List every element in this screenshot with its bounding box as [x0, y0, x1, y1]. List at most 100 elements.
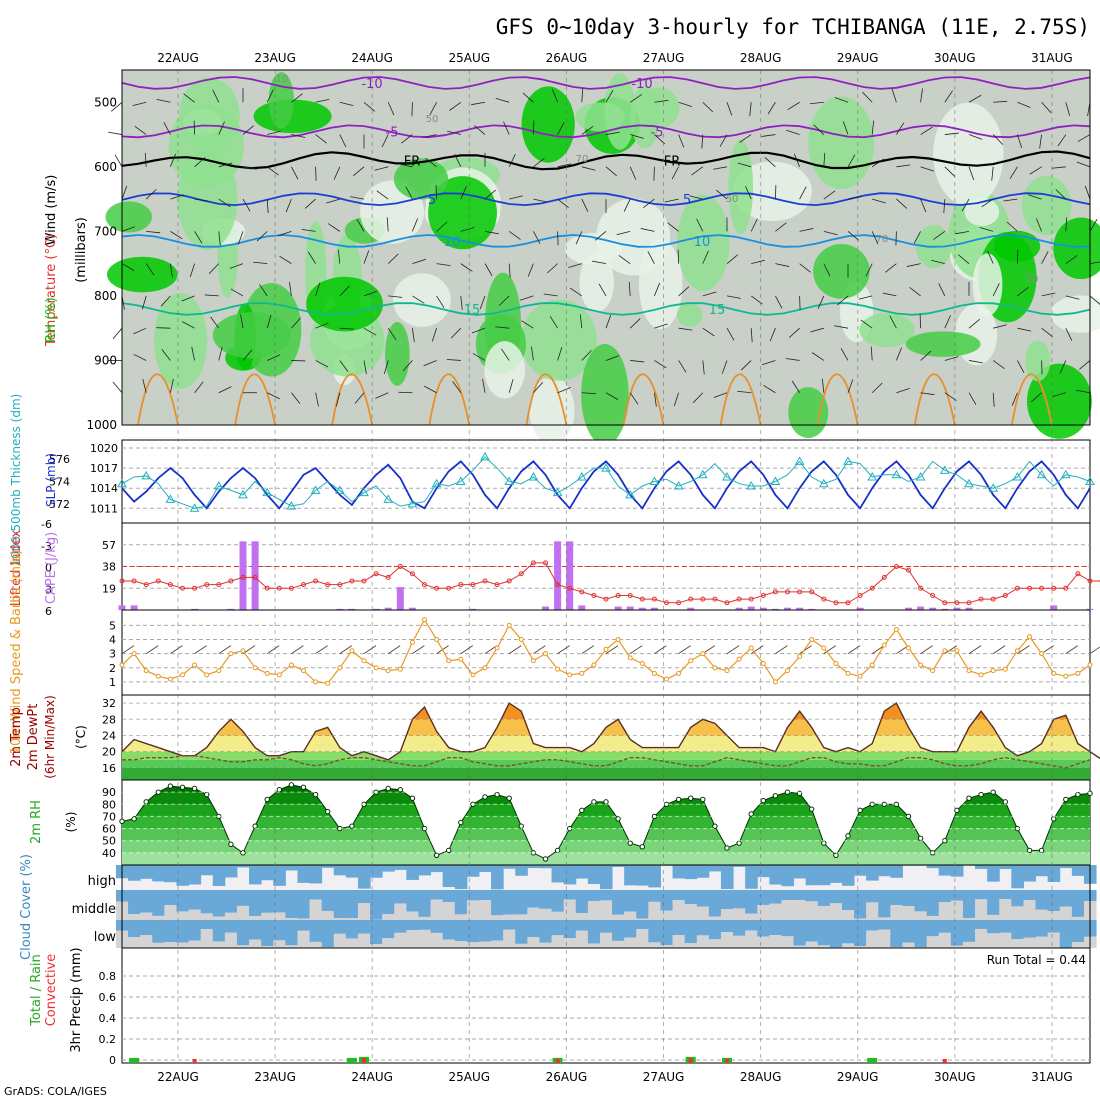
lifted-index-point — [1087, 578, 1093, 584]
isotherm-line — [428, 373, 471, 426]
lifted-tick-label: -6 — [41, 518, 52, 531]
wind-barb — [575, 231, 583, 245]
cloud-bar — [297, 918, 311, 920]
cloud-bar — [212, 890, 226, 917]
cloud-bar — [539, 942, 553, 948]
thickness-point — [1036, 469, 1047, 479]
wind-barb — [581, 392, 596, 395]
wind-tick-label: 4 — [109, 633, 116, 646]
lifted-index-point — [809, 589, 815, 595]
date-axis-top: 22AUG 23AUG 24AUG 25AUG 26AUG 27AUG 28AUG 29AUG… — [157, 51, 1072, 65]
rh-region — [972, 253, 1003, 317]
cloud-bar — [466, 942, 480, 948]
layer-label-low: low — [94, 930, 117, 945]
wind-barb — [503, 121, 510, 135]
wind-speed-point — [930, 668, 936, 674]
thickness-point — [673, 480, 684, 490]
wind-barb — [896, 164, 911, 168]
wind-speed-point — [869, 662, 875, 668]
cape-bar — [965, 607, 973, 610]
cloud-bar — [176, 911, 190, 920]
wind-barb — [944, 166, 956, 177]
wind-barb — [533, 198, 548, 203]
rh-region — [676, 302, 703, 327]
wind-barb — [920, 392, 935, 396]
wind-barb — [1089, 219, 1098, 232]
wind-barb — [775, 645, 788, 654]
wind-barb — [865, 263, 873, 277]
temp-tick-label: 32 — [102, 697, 116, 710]
cloud-bar — [212, 920, 226, 942]
wind-barb — [629, 645, 643, 654]
thickness-point — [431, 478, 442, 488]
cloud-bar — [333, 933, 347, 948]
wind-barb — [253, 261, 268, 265]
wind-barb — [810, 327, 824, 333]
lifted-index-point — [349, 578, 355, 584]
cloud-bar — [962, 941, 976, 948]
precip-total-bar — [867, 1057, 878, 1063]
cloud-bar — [720, 890, 734, 910]
cloud-bar — [176, 890, 190, 912]
wind-barb — [412, 295, 425, 304]
wind-barb — [981, 198, 994, 208]
cloud-bar — [491, 865, 504, 890]
wind-barb — [161, 349, 171, 361]
lifted-index-point — [906, 567, 911, 573]
cloud-bar — [309, 899, 323, 920]
wind-barb — [460, 263, 473, 272]
isotherm-label: 10 — [694, 235, 711, 250]
wind-barb — [654, 645, 667, 654]
wind-barb — [386, 217, 389, 232]
lifted-index-point — [204, 582, 210, 588]
cape-bar — [130, 605, 138, 610]
thickness-point — [552, 487, 563, 497]
wind-barb — [664, 198, 679, 203]
wind-speed-point — [301, 668, 306, 674]
lifted-index-point — [688, 596, 694, 602]
cloud-bar — [575, 912, 589, 920]
lifted-index-point — [119, 578, 125, 584]
lifted-index-point — [1027, 585, 1032, 591]
rh-point — [264, 796, 270, 803]
axis-label-rh2m: 2m RH — [29, 800, 44, 844]
cloud-bar — [636, 865, 649, 886]
cloud-bar — [273, 912, 286, 920]
isotherm-label: 15 — [464, 303, 481, 318]
wind-barb — [1076, 389, 1091, 394]
wind-barb — [931, 259, 945, 265]
wind-speed-point — [518, 636, 524, 642]
wind-barb — [654, 282, 661, 297]
cloud-bar — [950, 865, 964, 877]
cloud-bar — [345, 920, 359, 939]
cloud-bar — [757, 865, 770, 878]
cloud-bar — [599, 900, 613, 920]
rh-contour-label: 50 — [426, 114, 439, 125]
panel-frame — [121, 439, 1091, 524]
wind-barb — [791, 380, 800, 393]
rh-point — [736, 840, 742, 846]
cloud-bar — [527, 936, 540, 948]
lifted-index-point — [785, 589, 790, 595]
lifted-index-point — [155, 578, 161, 584]
wind-barb — [793, 153, 800, 167]
rh-point — [615, 816, 621, 822]
cloud-bar — [370, 943, 383, 948]
wind-tick-label: 1 — [109, 676, 116, 689]
slp-line — [121, 460, 1091, 510]
wind-barb — [363, 327, 377, 336]
thickness-point — [746, 480, 757, 490]
wind-barb — [398, 163, 413, 168]
wind-barb — [531, 346, 534, 361]
wind-barb — [871, 231, 879, 245]
wind-speed-point — [155, 673, 161, 679]
wind-speed-point — [543, 651, 548, 657]
rh-point — [312, 791, 319, 798]
rh-point — [276, 787, 282, 793]
wind-barb — [595, 231, 607, 241]
lifted-index-point — [954, 600, 960, 606]
wind-barb — [1065, 255, 1078, 264]
wind-barb — [339, 134, 347, 148]
cloud-bar — [140, 865, 153, 879]
cloud-bar — [733, 920, 746, 936]
